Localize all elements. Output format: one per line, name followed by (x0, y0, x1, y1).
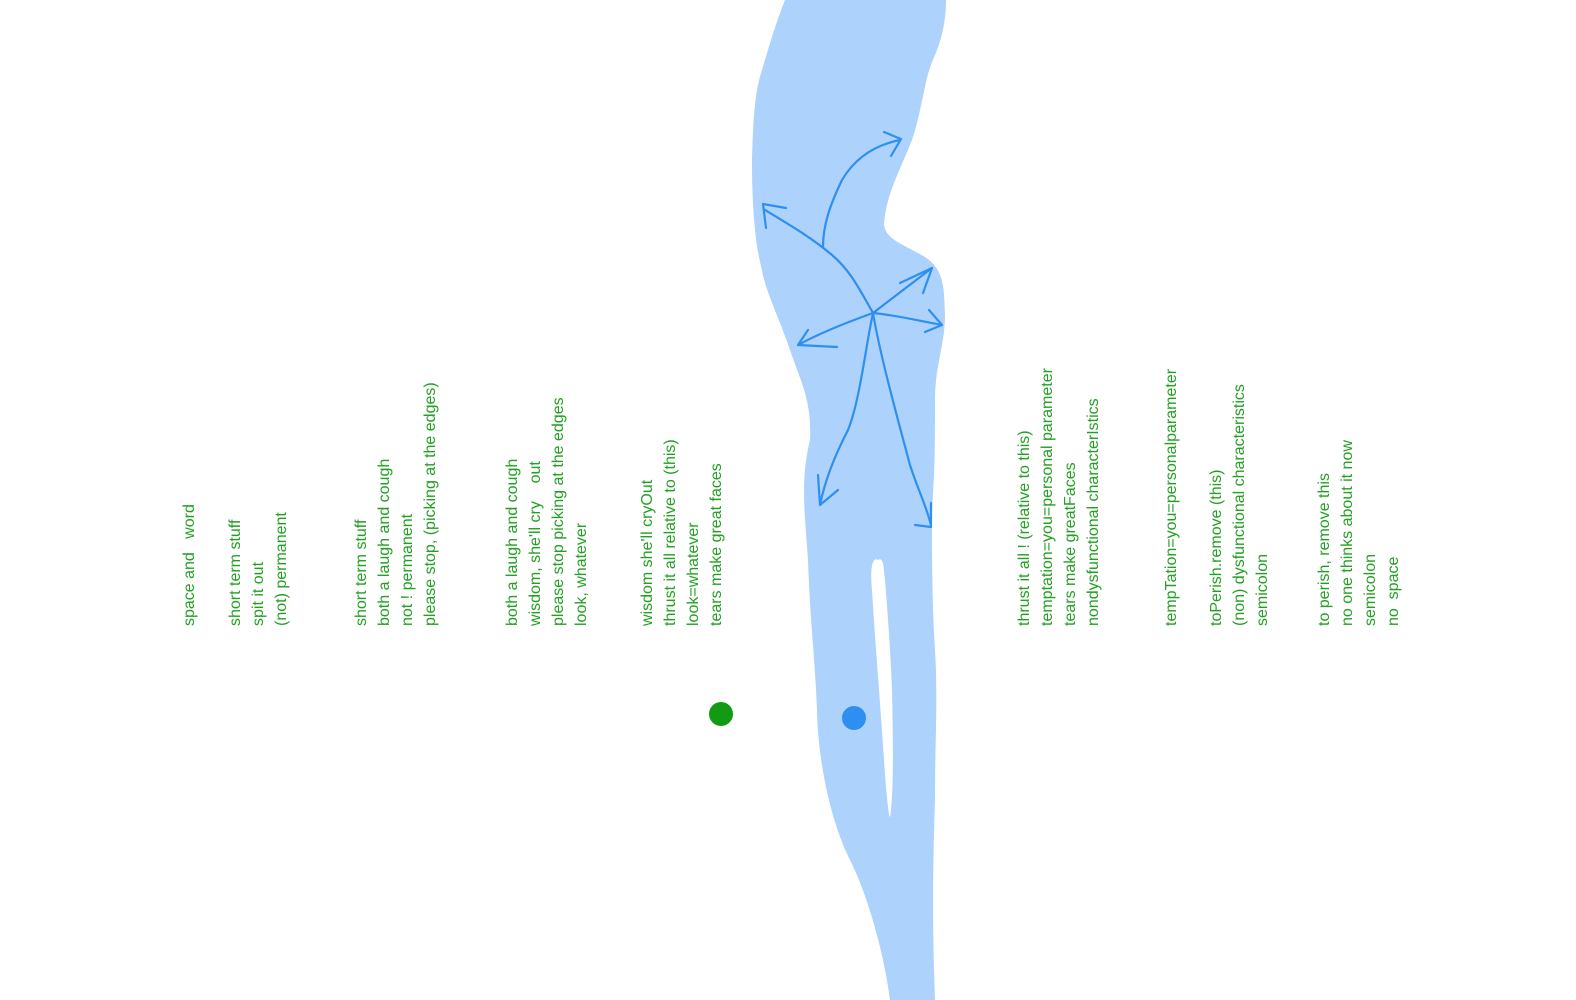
arrow-icon (871, 311, 944, 327)
text-line: please stop picking at the edges (550, 397, 567, 626)
text-line: thrust it all relative to (this) (662, 439, 679, 626)
text-line: wisdom she'll cryOut (639, 479, 656, 626)
text-line: (non) dysfunctional characteristics (1231, 384, 1248, 626)
leg-gap (871, 559, 893, 818)
text-line: semicolon (1362, 553, 1379, 626)
arrow-icon (882, 130, 903, 158)
text-line: both a laugh and cough (504, 458, 521, 626)
text-line: please stop, (picking at the edges) (422, 382, 439, 626)
text-line: tears make great faces (708, 463, 725, 626)
text-line: toPerish.remove (this) (1208, 469, 1225, 627)
arrow-icon (818, 311, 875, 507)
arrow-icon (796, 328, 839, 349)
arrow-icon (898, 266, 934, 295)
text-line: (not) permanent (273, 512, 290, 626)
text-line: tears make greatFaces (1062, 462, 1079, 626)
arrow-icon (923, 308, 944, 334)
text-line: wisdom, she'll cry out (527, 461, 544, 626)
text-line: nondysfunctional characterIstics (1085, 398, 1102, 626)
arrow-icon (871, 266, 934, 315)
text-line: temptation=you=personal parameter (1039, 368, 1056, 626)
arrow-icon (913, 501, 933, 529)
arrow-icon (816, 473, 840, 507)
text-line: thrust it all ! (relative to this) (1016, 430, 1033, 626)
arrow-icon (796, 311, 875, 347)
text-line: to perish, remove this (1316, 473, 1333, 626)
text-line: short term stuff (353, 519, 370, 626)
text-line: both a laugh and cough (376, 458, 393, 626)
arrow-icon (761, 202, 788, 230)
green-dot-icon (709, 702, 733, 726)
arrow-icon (871, 311, 933, 527)
text-line: look=whatever (685, 522, 702, 626)
text-line: short term stuff (227, 519, 244, 626)
scribble-circle-icon (842, 706, 866, 730)
text-line: look, whatever (573, 522, 590, 626)
text-line: spit it out (250, 561, 267, 626)
text-line: semicolon (1254, 553, 1271, 626)
figure-silhouette (752, 0, 946, 1000)
text-line: not ! permanent (399, 513, 416, 626)
text-line: no space (1385, 556, 1402, 626)
text-line: no one thinks about it now (1339, 440, 1356, 626)
text-line: space and word (181, 504, 198, 626)
arrow-icon (763, 208, 875, 315)
arrow-icon (821, 138, 902, 249)
text-line: tempTation=you=personalparameter (1163, 368, 1180, 626)
